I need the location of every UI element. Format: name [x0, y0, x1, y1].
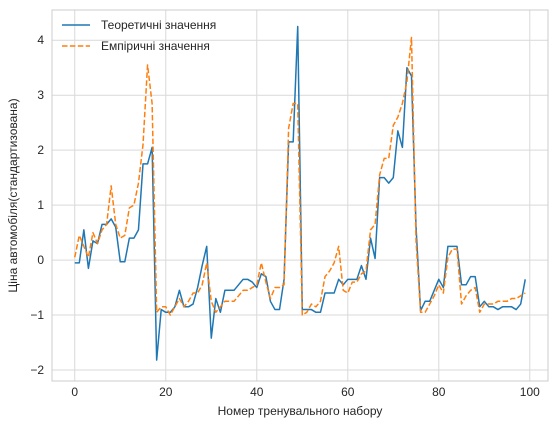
- x-tick-label: 60: [341, 385, 355, 399]
- x-tick-label: 80: [432, 385, 446, 399]
- y-tick-label: 1: [37, 198, 44, 212]
- y-tick-label: 0: [37, 253, 44, 267]
- legend: Теоретичні значення Емпіричні значення: [62, 18, 216, 53]
- y-tick-label: −2: [30, 363, 44, 377]
- x-tick-labels: 0 20 40 60 80 100: [71, 385, 540, 399]
- y-tick-label: −1: [30, 308, 44, 322]
- x-tick-label: 40: [250, 385, 264, 399]
- x-tick-label: 0: [71, 385, 78, 399]
- legend-label-0: Теоретичні значення: [101, 18, 216, 32]
- y-tick-label: 2: [37, 143, 44, 157]
- series-lines: [74, 25, 526, 361]
- series-line-1: [74, 36, 526, 316]
- x-tick-label: 20: [159, 385, 173, 399]
- y-axis-label: Ціна автомобіля(стандартизована): [6, 98, 20, 292]
- y-tick-labels: −2 −1 0 1 2 3 4: [30, 33, 44, 377]
- y-tick-label: 3: [37, 88, 44, 102]
- x-tick-label: 100: [520, 385, 540, 399]
- x-axis-label: Номер тренувального набору: [218, 404, 383, 418]
- plot-area-frame: [51, 9, 549, 382]
- series-line-0: [74, 25, 526, 361]
- legend-label-1: Емпіричні значення: [101, 39, 210, 53]
- y-tick-label: 4: [37, 33, 44, 47]
